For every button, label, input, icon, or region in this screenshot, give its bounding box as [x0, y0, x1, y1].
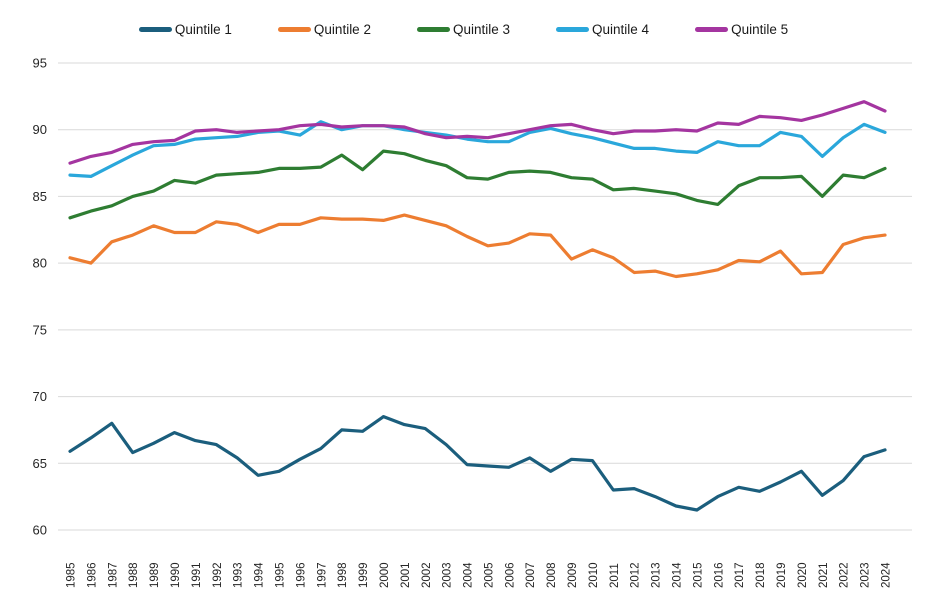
x-tick-label: 2018 — [755, 562, 767, 588]
x-tick-label: 2011 — [609, 563, 621, 588]
x-tick-label: 1996 — [295, 562, 307, 588]
x-tick-label: 2014 — [672, 562, 684, 588]
series-line-quintile-1 — [68, 415, 887, 512]
y-tick-label: 80 — [33, 256, 47, 271]
x-tick-label: 1999 — [358, 562, 370, 588]
x-tick-label: 2007 — [525, 562, 537, 588]
x-tick-label: 2000 — [379, 562, 391, 588]
y-tick-label: 65 — [33, 456, 47, 471]
x-tick-label: 1998 — [337, 562, 349, 588]
y-tick-label: 75 — [33, 322, 47, 337]
x-tick-label: 2005 — [483, 562, 495, 588]
x-tick-label: 2002 — [421, 562, 433, 588]
series-line-quintile-4 — [68, 120, 887, 178]
x-tick-label: 2019 — [776, 562, 788, 588]
x-tick-label: 2017 — [734, 562, 746, 588]
x-tick-label: 1994 — [254, 562, 266, 588]
x-tick-label: 2012 — [630, 562, 642, 588]
x-tick-label: 2009 — [567, 562, 579, 588]
x-tick-label: 2016 — [713, 562, 725, 588]
x-tick-label: 1988 — [128, 562, 140, 588]
x-tick-label: 2023 — [860, 562, 872, 588]
x-tick-label: 2020 — [797, 562, 809, 588]
x-tick-label: 2010 — [588, 562, 600, 588]
x-tick-label: 2004 — [463, 562, 475, 588]
x-tick-label: 1986 — [86, 562, 98, 588]
x-tick-label: 2008 — [546, 562, 558, 588]
x-tick-label: 1993 — [233, 562, 245, 588]
series-line-quintile-2 — [68, 213, 887, 279]
x-tick-label: 1987 — [107, 562, 119, 588]
x-tick-label: 1991 — [191, 562, 203, 588]
series-line-quintile-3 — [68, 149, 887, 220]
x-tick-label: 1997 — [316, 562, 328, 588]
x-tick-label: 1995 — [274, 562, 286, 588]
x-tick-label: 2024 — [881, 562, 893, 588]
x-tick-label: 1992 — [212, 562, 224, 588]
x-tick-label: 2015 — [692, 562, 704, 588]
x-tick-label: 2001 — [400, 562, 412, 588]
x-tick-label: 2022 — [839, 562, 851, 588]
y-tick-label: 60 — [33, 523, 47, 538]
x-tick-label: 2021 — [818, 562, 830, 588]
y-tick-label: 95 — [33, 56, 47, 71]
y-tick-label: 70 — [33, 389, 47, 404]
x-tick-label: 2006 — [504, 562, 516, 588]
x-tick-label: 2013 — [651, 562, 663, 588]
x-tick-label: 1989 — [149, 562, 161, 588]
y-tick-label: 85 — [33, 189, 47, 204]
y-tick-label: 90 — [33, 122, 47, 137]
x-tick-label: 1985 — [66, 562, 78, 588]
x-tick-label: 2003 — [442, 562, 454, 588]
x-tick-label: 1990 — [170, 562, 182, 588]
series-line-quintile-5 — [68, 100, 887, 165]
